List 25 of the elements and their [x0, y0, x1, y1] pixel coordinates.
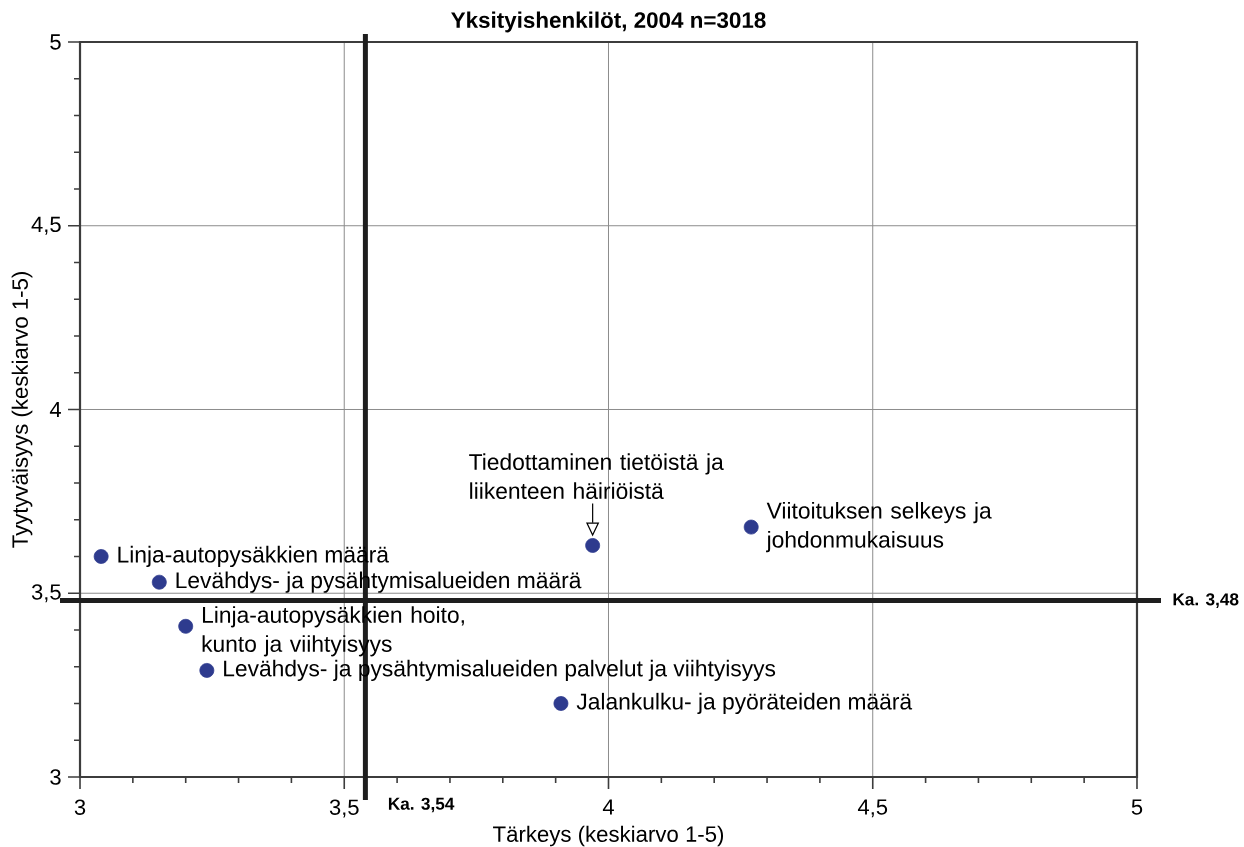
- annotation: Jalankulku- ja pyöräteiden määrä: [576, 692, 913, 715]
- ref-line-label: Ka. 3,54: [388, 797, 455, 813]
- annotation: Tiedottaminen tietöistä ja liikenteen häiriöistä: [469, 453, 724, 500]
- x-tick-label: 4,5: [857, 799, 888, 818]
- y-tick-label: 3,5: [31, 584, 61, 603]
- point: [585, 538, 601, 553]
- annotation: Viitoituksen selkeys ja johdonmukaisuus: [766, 501, 992, 553]
- y-tick-label: 3: [50, 769, 61, 785]
- y-axis-title: Tyytyväisyys (keskiarvo 1-5): [11, 272, 33, 548]
- point: [93, 549, 109, 564]
- y-tick-label: 4: [49, 401, 61, 418]
- chart-title: Yksityishenkilöt, 2004 n=3018: [451, 11, 766, 33]
- x-axis-title: Tärkeys (keskiarvo 1-5): [493, 825, 724, 847]
- ref-line-label: Ka. 3,48: [1173, 593, 1239, 608]
- point: [553, 696, 569, 711]
- point: [178, 618, 194, 634]
- x-tick-label: 4: [602, 799, 614, 815]
- y-tick-label: 5: [50, 34, 61, 50]
- point: [151, 574, 167, 590]
- x-tick-label: 3: [74, 799, 86, 815]
- y-tick-label: 4,5: [31, 216, 61, 235]
- x-tick-label: 5: [1131, 799, 1143, 815]
- point: [743, 519, 759, 535]
- x-tick-label: 3,5: [329, 799, 359, 818]
- point: [199, 663, 215, 678]
